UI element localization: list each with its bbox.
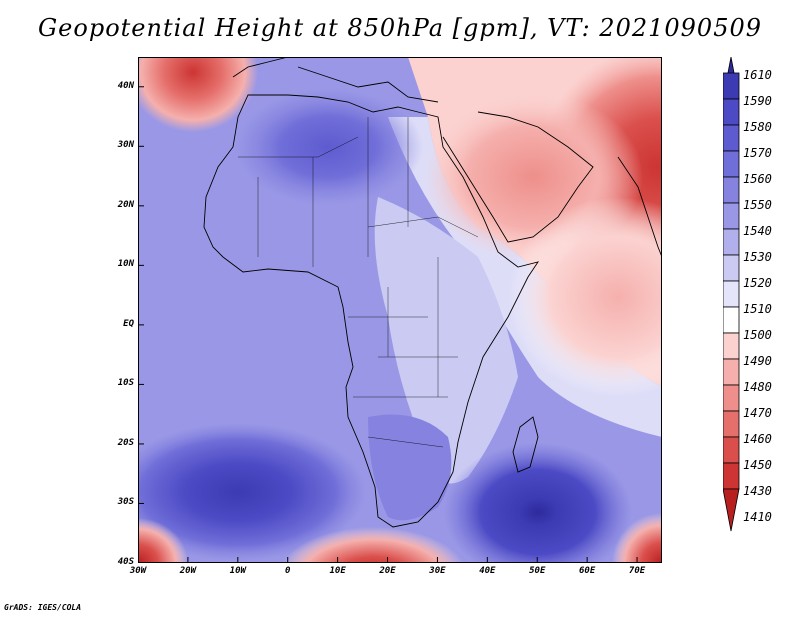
grads-credit: GrADS: IGES/COLA [4, 603, 82, 612]
colorbar-label: 1530 [743, 250, 772, 264]
colorbar-label: 1610 [743, 68, 772, 82]
lat-tick-label: 20S [117, 437, 134, 448]
colorbar-swatch [723, 72, 740, 100]
colorbar-swatch [723, 384, 740, 412]
colorbar-swatch [723, 98, 740, 126]
geopotential-map [138, 57, 662, 563]
coastlines [203, 57, 662, 528]
colorbar-label: 1500 [743, 328, 772, 342]
colorbar-swatch [723, 228, 740, 256]
colorbar-swatch [723, 410, 740, 438]
colorbar-swatch [723, 462, 740, 490]
southern-ocean-low-central [281, 527, 465, 563]
colorbar-label: 1550 [743, 198, 772, 212]
colorbar-label: 1560 [743, 172, 772, 186]
colorbar-label: 1470 [743, 406, 772, 420]
colorbar-swatch [723, 306, 740, 334]
border-line [367, 216, 479, 238]
colorbar-label: 1410 [743, 510, 772, 524]
colorbar-label: 1510 [743, 302, 772, 316]
colorbar-swatch [723, 358, 740, 386]
madagascar-coastline [512, 416, 539, 473]
lon-tick-label: 0 [284, 566, 291, 576]
colorbar-swatch [723, 254, 740, 282]
colorbar-swatch [723, 150, 740, 178]
southern-ocean-low-west [138, 518, 188, 563]
colorbar-label: 1480 [743, 380, 772, 394]
border-line [238, 136, 359, 158]
map-title: Geopotential Height at 850hPa [gpm], VT:… [38, 14, 762, 42]
colorbar-label: 1590 [743, 94, 772, 108]
lon-tick-label: 50E [529, 566, 546, 576]
north-atlantic-low [138, 57, 258, 132]
colorbar-label: 1570 [743, 146, 772, 160]
country-borders [238, 117, 479, 448]
colorbar-label: 1430 [743, 484, 772, 498]
colorbar [723, 57, 740, 532]
map-panel [138, 57, 662, 563]
lat-tick-label: EQ [123, 318, 134, 329]
border-line [367, 436, 444, 448]
southern-africa-field [368, 414, 452, 521]
lat-tick-label: 40N [117, 80, 134, 91]
colorbar-label: 1580 [743, 120, 772, 134]
arabian-peninsula-coastline [442, 111, 594, 243]
southern-ocean-low-east [612, 513, 662, 563]
sahara-high [233, 87, 423, 207]
colorbar-label: 1520 [743, 276, 772, 290]
lon-tick-label: 60E [579, 566, 596, 576]
east-africa-pale-field [374, 197, 518, 484]
colorbar-swatch [723, 176, 740, 204]
colorbar-label: 1450 [743, 458, 772, 472]
colorbar-label: 1460 [743, 432, 772, 446]
lon-tick-label: 70E [628, 566, 646, 576]
lat-tick-label: 40S [117, 557, 134, 567]
indian-ocean-high [443, 442, 633, 563]
somali-low [508, 197, 662, 397]
lat-tick-label: 10S [117, 378, 134, 389]
india-coastline [617, 156, 662, 258]
map-ticks [138, 86, 638, 563]
colorbar-label: 1540 [743, 224, 772, 238]
colorbar-swatch [723, 488, 740, 532]
lat-tick-label: 10N [117, 259, 134, 270]
colorbar-label: 1490 [743, 354, 772, 368]
lon-tick-label: 40E [479, 566, 496, 576]
colorbar-swatch [723, 332, 740, 360]
map-border [138, 57, 662, 563]
lon-tick-label: 10W [229, 566, 246, 576]
lat-tick-label: 30N [117, 140, 134, 151]
lon-tick-label: 30E [429, 566, 446, 576]
lon-tick-label: 10E [329, 566, 346, 576]
colorbar-swatch [723, 202, 740, 230]
lat-tick-label: 20N [117, 199, 134, 210]
colorbar-swatch [723, 124, 740, 152]
lon-tick-label: 30W [129, 566, 147, 576]
africa-coastline [203, 94, 540, 528]
colorbar-swatch [723, 436, 740, 464]
europe-coastline [232, 57, 439, 103]
colorbar-swatch [723, 280, 740, 308]
lat-tick-label: 30S [117, 497, 134, 508]
lon-tick-label: 20E [379, 566, 396, 576]
south-atlantic-high [138, 422, 368, 562]
lon-tick-label: 20W [179, 566, 197, 576]
